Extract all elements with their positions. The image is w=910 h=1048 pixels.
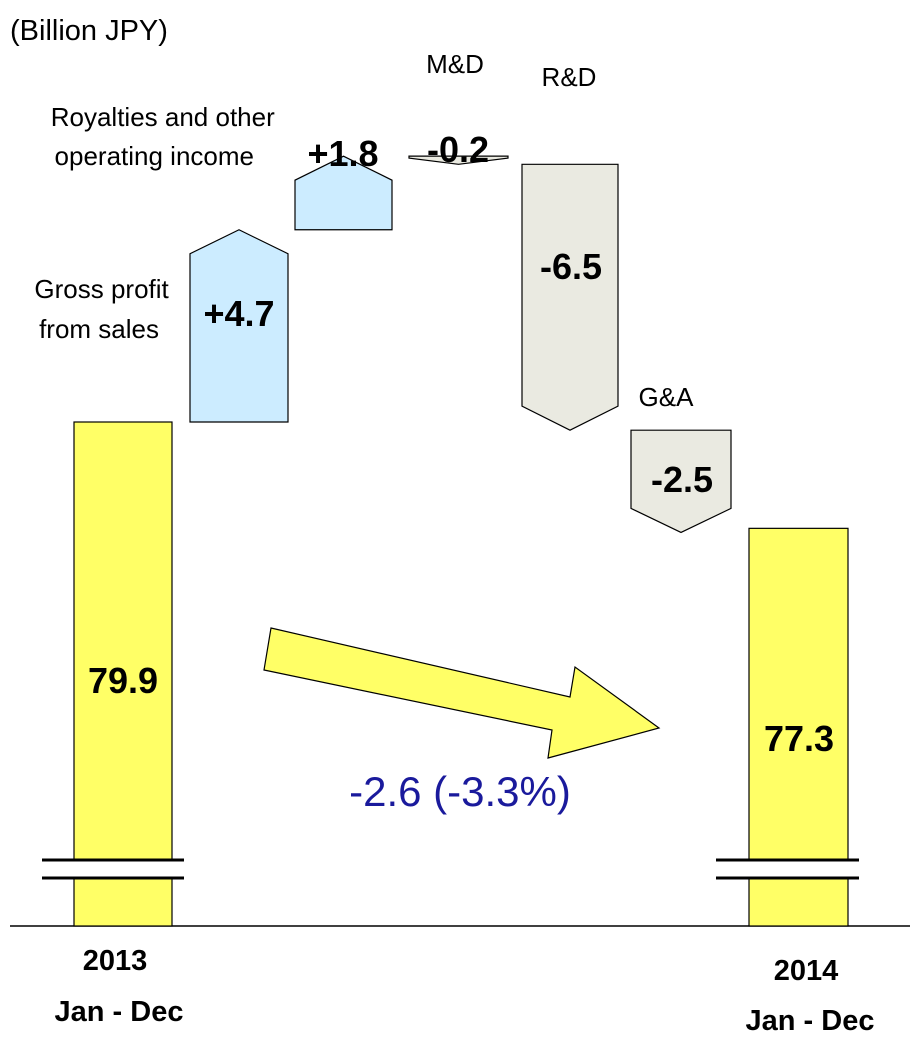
- trend-arrow: [263, 627, 661, 759]
- unit-label: (Billion JPY): [10, 15, 168, 47]
- axis-break-2014: [716, 858, 859, 880]
- summary-change: -2.6 (-3.3%): [349, 768, 571, 815]
- delta-gross-profit: [189, 229, 289, 423]
- axis-break-2013: [42, 858, 184, 880]
- category-2014: 2014 Jan - Dec: [746, 955, 875, 1037]
- value-label-gross-profit: +4.7: [203, 293, 274, 334]
- bar-2013: [73, 421, 173, 927]
- label-ga: G&A: [639, 382, 695, 412]
- label-rd: R&D: [542, 62, 597, 92]
- value-label-md: -0.2: [427, 129, 489, 170]
- delta-rd: [521, 163, 619, 431]
- value-label-2014: 77.3: [764, 718, 834, 759]
- delta-ga: [630, 429, 732, 534]
- label-royalties: Royalties and other operating income: [51, 102, 282, 171]
- label-gross-profit: Gross profit from sales: [34, 274, 176, 344]
- category-2013: 2013 Jan - Dec: [55, 945, 184, 1028]
- value-label-royalties: +1.8: [307, 133, 378, 174]
- label-md: M&D: [426, 49, 484, 79]
- value-label-ga: -2.5: [651, 459, 713, 500]
- value-label-2013: 79.9: [88, 660, 158, 701]
- delta-royalties: [294, 155, 393, 231]
- delta-md: [408, 155, 509, 165]
- value-label-rd: -6.5: [540, 246, 602, 287]
